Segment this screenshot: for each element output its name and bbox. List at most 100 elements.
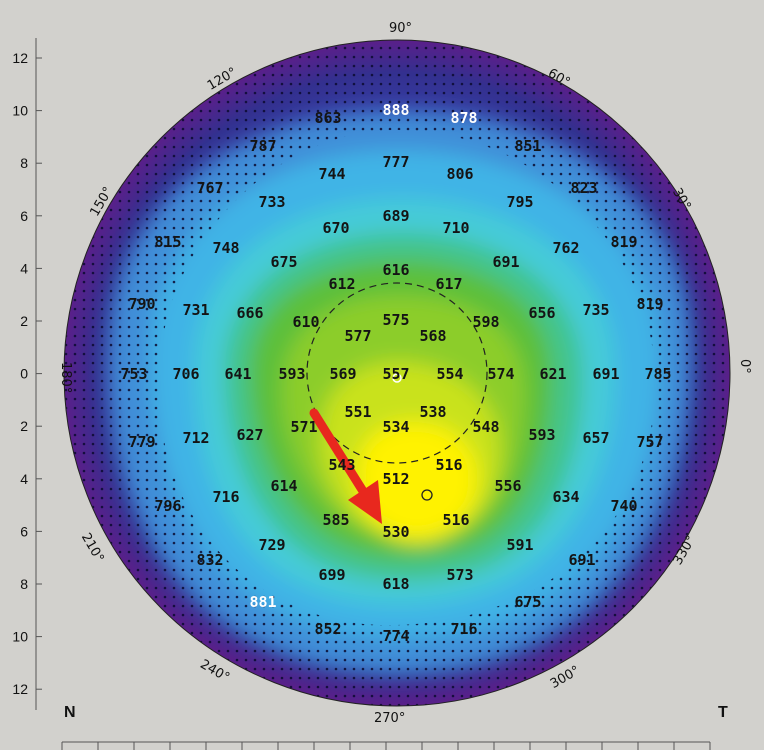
- thickness-value: 815: [154, 233, 181, 251]
- central-zone-circle: [306, 282, 488, 464]
- thickness-value: 627: [236, 426, 263, 444]
- thickness-value: 716: [450, 620, 477, 638]
- y-tick-label: 2: [20, 313, 28, 329]
- thickness-value: 878: [450, 109, 477, 127]
- thickness-value: 735: [582, 301, 609, 319]
- y-tick-label: 10: [12, 629, 28, 645]
- thickness-value: 691: [568, 551, 595, 569]
- thickness-value: 634: [552, 488, 579, 506]
- thickness-value: 557: [382, 365, 409, 383]
- thickness-value: 598: [472, 313, 499, 331]
- thickness-value: 612: [328, 275, 355, 293]
- thickness-value: 610: [292, 313, 319, 331]
- thickness-value: 573: [446, 566, 473, 584]
- thickness-value: 670: [322, 219, 349, 237]
- thickness-value: 729: [258, 536, 285, 554]
- thickness-value: 762: [552, 239, 579, 257]
- thickness-value: 731: [182, 301, 209, 319]
- thickness-value: 888: [382, 101, 409, 119]
- angle-0: 0°: [737, 359, 752, 374]
- thickness-value: 823: [570, 179, 597, 197]
- thickness-value: 617: [435, 275, 462, 293]
- thickness-value: 691: [492, 253, 519, 271]
- thickness-value: 806: [446, 165, 473, 183]
- thickness-value: 574: [487, 365, 514, 383]
- thickness-value: 569: [329, 365, 356, 383]
- thickness-value: 691: [592, 365, 619, 383]
- thickness-value: 795: [506, 193, 533, 211]
- thickness-value: 796: [154, 497, 181, 515]
- y-axis-ticks: 12 10 8 6 4 2 0 2 4 6 8 10 12: [12, 50, 42, 697]
- angle-270: 270°: [374, 711, 405, 726]
- thickness-value: 675: [514, 593, 541, 611]
- thickness-value: 516: [435, 456, 462, 474]
- angle-90: 90°: [389, 21, 412, 36]
- thickness-value: 585: [322, 511, 349, 529]
- angle-240: 240°: [197, 657, 232, 686]
- thickness-value: 819: [636, 295, 663, 313]
- nasal-label: N: [64, 704, 76, 721]
- thickness-value: 512: [382, 470, 409, 488]
- thickness-value: 666: [236, 304, 263, 322]
- thickness-value: 740: [610, 497, 637, 515]
- red-arrow: [309, 408, 382, 524]
- thickness-value: 614: [270, 477, 297, 495]
- y-tick-label: 8: [20, 576, 28, 592]
- angle-210: 210°: [78, 531, 107, 566]
- thickness-value: 819: [610, 233, 637, 251]
- thickness-value: 699: [318, 566, 345, 584]
- thickness-value: 790: [128, 295, 155, 313]
- thickness-value: 779: [128, 433, 155, 451]
- thickness-value: 554: [436, 365, 463, 383]
- thickness-value: 881: [249, 593, 276, 611]
- thickness-value: 618: [382, 575, 409, 593]
- thickness-value: 548: [472, 418, 499, 436]
- y-tick-label: 12: [12, 681, 28, 697]
- y-tick-label: 8: [20, 155, 28, 171]
- pupil-center-marker: [392, 373, 402, 383]
- y-tick-label: 12: [12, 50, 28, 66]
- thickness-value: 530: [382, 523, 409, 541]
- thickness-value: 641: [224, 365, 251, 383]
- thickness-value: 785: [644, 365, 671, 383]
- thickness-value: 543: [328, 456, 355, 474]
- thickness-value: 753: [120, 365, 147, 383]
- thickness-value: 538: [419, 403, 446, 421]
- thickness-value: 706: [172, 365, 199, 383]
- thickness-value: 712: [182, 429, 209, 447]
- y-tick-label: 10: [12, 103, 28, 119]
- thickness-value: 534: [382, 418, 409, 436]
- thickness-value: 575: [382, 311, 409, 329]
- bottom-axis-ticks: [61, 741, 711, 750]
- thickness-value: 787: [249, 137, 276, 155]
- thickness-value: 593: [278, 365, 305, 383]
- y-tick-label: 4: [20, 260, 28, 276]
- thickness-value: 616: [382, 261, 409, 279]
- thickness-value: 568: [419, 327, 446, 345]
- thickness-value: 777: [382, 153, 409, 171]
- thickness-values: 863 888 878 787 777 851 767 744 806 823 733 795 689 8…: [120, 101, 671, 645]
- thickness-value: 689: [382, 207, 409, 225]
- y-tick-label: 6: [20, 208, 28, 224]
- angle-180: 180°: [58, 362, 73, 393]
- thickness-value: 657: [582, 429, 609, 447]
- thickness-value: 863: [314, 109, 341, 127]
- thickness-value: 571: [290, 418, 317, 436]
- thickness-value: 621: [539, 365, 566, 383]
- thickness-value: 767: [196, 179, 223, 197]
- temporal-label: T: [718, 704, 728, 721]
- thickness-value: 593: [528, 426, 555, 444]
- y-tick-label: 0: [20, 366, 28, 382]
- thickness-value: 733: [258, 193, 285, 211]
- y-tick-label: 4: [20, 471, 28, 487]
- thickness-value: 710: [442, 219, 469, 237]
- thickness-value: 716: [212, 488, 239, 506]
- thickness-value: 748: [212, 239, 239, 257]
- thickness-value: 556: [494, 477, 521, 495]
- thickness-value: 744: [318, 165, 345, 183]
- thickness-value: 675: [270, 253, 297, 271]
- thickness-value: 852: [314, 620, 341, 638]
- thickness-value: 832: [196, 551, 223, 569]
- thickness-value: 656: [528, 304, 555, 322]
